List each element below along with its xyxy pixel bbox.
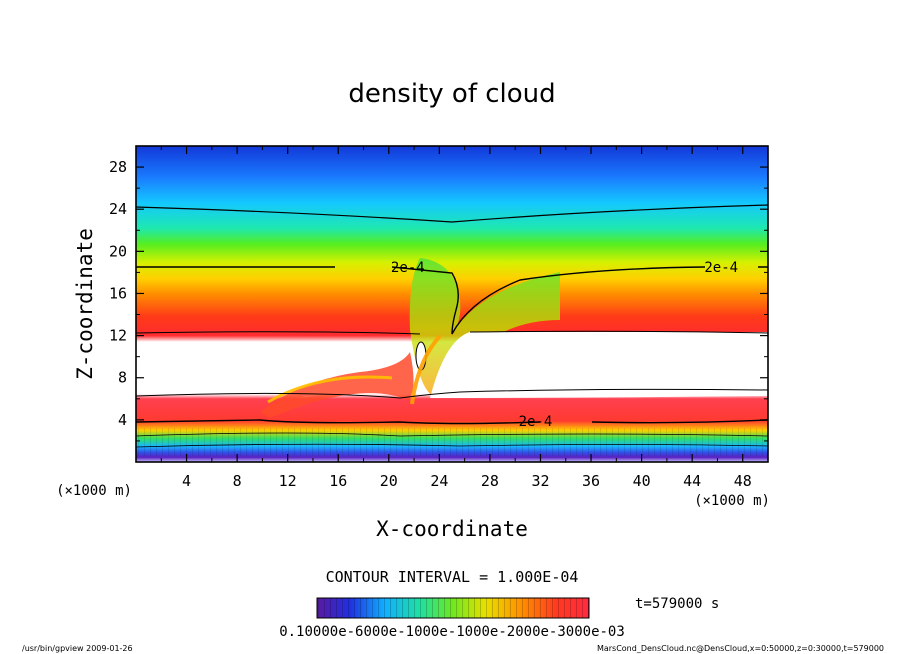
warm-filament (267, 375, 393, 404)
time-label: t=579000 s (635, 596, 719, 612)
chart-title: density of cloud (348, 79, 555, 109)
x-tick-label: 40 (633, 472, 651, 490)
contour-noise-band (136, 428, 768, 456)
x-tick-label: 4 (182, 472, 191, 490)
x-tick-label: 36 (582, 472, 600, 490)
y-tick-label: 16 (109, 284, 127, 302)
footer-left: /usr/bin/gpview 2009-01-26 (22, 644, 133, 653)
contour-line (136, 330, 768, 335)
x-tick-label: 44 (683, 472, 701, 490)
x-tick-label: 8 (233, 472, 242, 490)
y-axis-label: Z-coordinate (73, 228, 97, 380)
plot-frame (135, 145, 769, 463)
contour-line (136, 419, 768, 425)
z-unit-label: (×1000 m) (56, 483, 132, 499)
colorbar-divisions (317, 598, 589, 618)
x-tick-label: 28 (481, 472, 499, 490)
contour-interval: CONTOUR INTERVAL = 1.000E-04 (326, 568, 579, 586)
x-tick-label: 48 (734, 472, 752, 490)
x-unit-label: (×1000 m) (694, 493, 770, 509)
x-tick-label: 12 (279, 472, 297, 490)
x-tick-label: 20 (380, 472, 398, 490)
contour-line (136, 204, 768, 223)
y-tick-label: 12 (109, 327, 127, 345)
x-axis-label: X-coordinate (376, 517, 528, 541)
red-arm (260, 352, 414, 418)
x-tick-label: 16 (329, 472, 347, 490)
colorbar-labels: 0.10000e-6000e-1000e-1000e-2000e-3000e-0… (279, 624, 625, 640)
x-tick-label: 24 (430, 472, 448, 490)
y-tick-label: 20 (109, 242, 127, 260)
saturated-lobe-right (430, 332, 768, 398)
plot-area (136, 146, 768, 462)
contour-labels: 2e-4 2e-4 2e-4 (391, 260, 738, 430)
y-axis: 4 8 12 16 20 24 28 (109, 158, 768, 442)
x-axis: 4 8 12 16 20 24 28 32 36 40 44 48 (160, 146, 752, 490)
x-tick-label: 32 (531, 472, 549, 490)
contour-label: 2e-4 (391, 260, 425, 276)
contour-label: 2e-4 (704, 260, 738, 276)
y-tick-label: 28 (109, 158, 127, 176)
contour-label: 2e-4 (519, 414, 553, 430)
contour-line (136, 388, 768, 399)
footer-right: MarsCond_DensCloud.nc@DensCloud,x=0:5000… (597, 644, 884, 653)
contour-line (136, 266, 768, 335)
y-tick-label: 24 (109, 200, 127, 218)
y-tick-label: 8 (118, 369, 127, 387)
y-tick-label: 4 (118, 411, 127, 429)
